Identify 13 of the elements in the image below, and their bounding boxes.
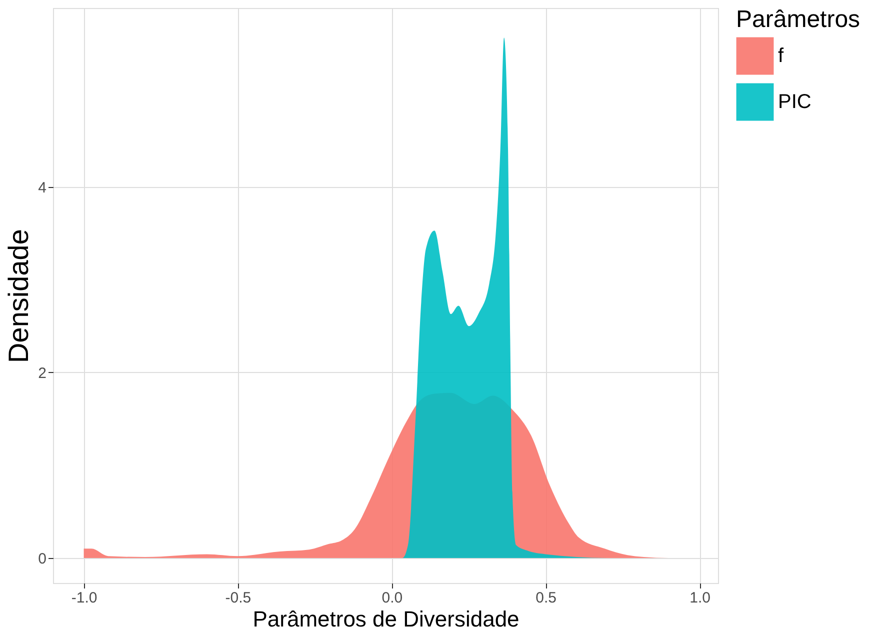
x-tick-label: -0.5 [225, 590, 252, 606]
y-tick-label: 4 [38, 179, 46, 196]
x-tick-label: 0.0 [382, 590, 403, 606]
legend-label: f [778, 45, 784, 67]
x-tick-label: 0.5 [536, 590, 557, 606]
x-axis-title: Parâmetros de Diversidade [252, 606, 520, 632]
x-tick-label: 1.0 [690, 590, 710, 606]
y-tick-label: 2 [38, 364, 46, 382]
y-axis-title: Densidade [3, 229, 34, 363]
y-tick-label: 0 [38, 550, 46, 568]
x-tick-label: -1.0 [71, 590, 98, 606]
legend-label: PIC [778, 91, 812, 113]
legend-title: Parâmetros [736, 6, 860, 33]
